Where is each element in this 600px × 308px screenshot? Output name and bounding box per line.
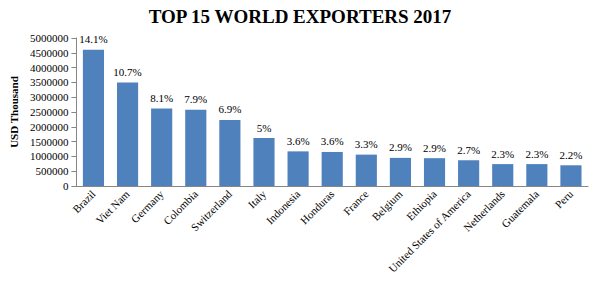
svg-text:3500000: 3500000 xyxy=(30,76,69,88)
svg-text:0: 0 xyxy=(63,180,69,192)
svg-text:7.9%: 7.9% xyxy=(184,93,207,105)
svg-text:USD Thousand: USD Thousand xyxy=(8,76,20,148)
svg-text:2.9%: 2.9% xyxy=(423,142,446,154)
svg-text:Colombia: Colombia xyxy=(160,187,200,227)
svg-text:3.3%: 3.3% xyxy=(355,138,378,150)
svg-text:Honduras: Honduras xyxy=(298,188,337,227)
svg-text:Germany: Germany xyxy=(128,187,166,226)
svg-text:Belgium: Belgium xyxy=(369,187,405,223)
svg-text:4000000: 4000000 xyxy=(30,62,69,74)
svg-text:6.9%: 6.9% xyxy=(218,103,241,115)
svg-text:5%: 5% xyxy=(257,122,272,134)
svg-text:1500000: 1500000 xyxy=(30,136,69,148)
svg-text:2500000: 2500000 xyxy=(30,106,69,118)
svg-text:10.7%: 10.7% xyxy=(113,66,141,78)
svg-text:8.1%: 8.1% xyxy=(150,92,173,104)
svg-text:5000000: 5000000 xyxy=(30,32,69,44)
svg-text:3.6%: 3.6% xyxy=(321,135,344,147)
svg-text:2.3%: 2.3% xyxy=(525,148,548,160)
svg-text:3000000: 3000000 xyxy=(30,91,69,103)
svg-text:1000000: 1000000 xyxy=(30,150,69,162)
svg-text:2.9%: 2.9% xyxy=(389,141,412,153)
svg-text:Switzerland: Switzerland xyxy=(189,187,235,233)
svg-text:Viet Nam: Viet Nam xyxy=(93,187,132,226)
svg-text:Peru: Peru xyxy=(552,187,575,210)
svg-text:Ethiopia: Ethiopia xyxy=(404,187,439,223)
svg-text:3.6%: 3.6% xyxy=(287,135,310,147)
svg-text:Brazil: Brazil xyxy=(70,188,97,215)
svg-text:Netherlands: Netherlands xyxy=(461,188,507,234)
svg-text:United States of America: United States of America xyxy=(386,188,473,275)
svg-text:TOP 15 WORLD EXPORTERS 2017: TOP 15 WORLD EXPORTERS 2017 xyxy=(149,6,452,27)
svg-text:2.7%: 2.7% xyxy=(457,144,480,156)
svg-text:2000000: 2000000 xyxy=(30,121,69,133)
svg-text:Indonesia: Indonesia xyxy=(264,188,303,227)
svg-text:Guatemala: Guatemala xyxy=(499,188,541,230)
svg-text:France: France xyxy=(341,188,371,218)
svg-text:2.2%: 2.2% xyxy=(559,149,582,161)
svg-text:500000: 500000 xyxy=(35,165,69,177)
svg-text:14.1%: 14.1% xyxy=(79,33,107,45)
svg-text:Italy: Italy xyxy=(246,187,269,210)
svg-text:4500000: 4500000 xyxy=(30,47,69,59)
svg-text:2.3%: 2.3% xyxy=(491,148,514,160)
